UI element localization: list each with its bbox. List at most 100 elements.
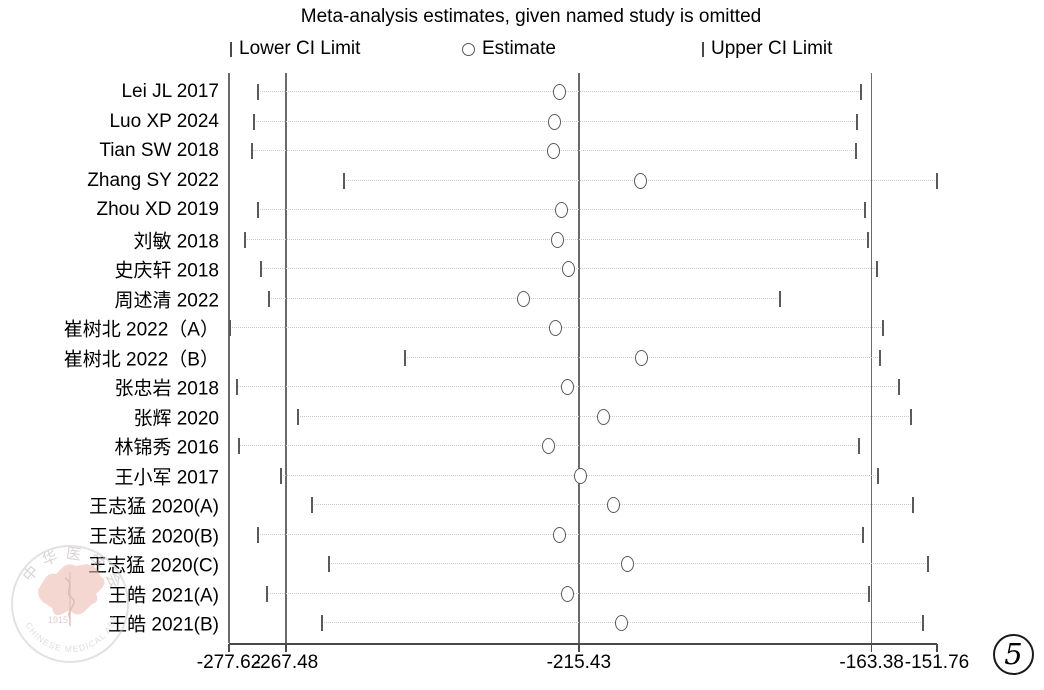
- study-label: 刘敏 2018: [133, 231, 219, 252]
- lower-ci-tick: [268, 290, 271, 307]
- estimate-marker: [548, 113, 562, 130]
- estimate-marker: [614, 615, 628, 631]
- study-label: 史庆轩 2018: [114, 260, 219, 282]
- upper-ci-tick: [861, 526, 864, 543]
- reference-line: [578, 73, 580, 643]
- upper-ci-tick: [921, 615, 924, 631]
- x-axis-tick: [578, 644, 580, 652]
- study-label: Zhang SY 2022: [87, 169, 219, 191]
- lower-ci-tick: [265, 585, 268, 602]
- study-label: 王小军 2017: [114, 467, 219, 488]
- lower-ci-tick: [328, 556, 331, 572]
- lower-ci-tick: [252, 113, 255, 130]
- lower-ci-tick-icon: [230, 41, 232, 57]
- legend-upper-label: Upper CI Limit: [711, 38, 833, 59]
- lower-ci-tick: [251, 143, 254, 159]
- upper-ci-tick: [855, 113, 858, 130]
- study-label: 张忠岩 2018: [114, 378, 219, 400]
- upper-ci-tick: [878, 349, 881, 366]
- x-axis-tick-label: -151.76: [904, 652, 970, 673]
- study-label: Tian SW 2018: [99, 140, 219, 161]
- figure-number: 5: [1004, 637, 1023, 671]
- x-axis-tick: [870, 644, 873, 652]
- upper-ci-tick-icon: [702, 41, 704, 57]
- lower-ci-tick: [260, 261, 263, 277]
- x-axis-tick-label: -267.48: [253, 652, 319, 673]
- study-label: Zhou XD 2019: [96, 199, 219, 220]
- upper-ci-tick: [778, 290, 781, 307]
- upper-ci-tick: [875, 261, 878, 277]
- legend-item-upper: Upper CI Limit: [702, 38, 832, 60]
- estimate-marker: [606, 497, 620, 513]
- estimate-marker: [561, 585, 575, 602]
- upper-ci-tick: [881, 320, 884, 336]
- estimate-circle-icon: [462, 42, 475, 56]
- upper-ci-tick: [867, 585, 870, 602]
- upper-ci-tick: [898, 379, 901, 395]
- upper-ci-tick: [926, 556, 929, 572]
- estimate-marker: [561, 379, 575, 395]
- estimate-marker: [552, 526, 566, 543]
- lower-ci-tick: [243, 231, 246, 248]
- figure-number-badge: 5: [993, 634, 1034, 675]
- x-axis-tick: [228, 644, 230, 652]
- legend-estimate-label: Estimate: [482, 38, 556, 59]
- estimate-marker: [550, 231, 564, 248]
- estimate-marker: [541, 438, 555, 454]
- lower-ci-tick: [235, 379, 238, 395]
- lower-ci-tick: [257, 84, 260, 100]
- study-label: 王皓 2021(B): [108, 614, 219, 636]
- study-label: Lei JL 2017: [121, 81, 219, 102]
- study-label: 王志猛 2020(C): [88, 555, 219, 577]
- estimate-marker: [554, 202, 568, 218]
- study-label: 崔树北 2022（A）: [63, 319, 219, 341]
- reference-line: [228, 73, 230, 643]
- legend-lower-label: Lower CI Limit: [239, 38, 361, 59]
- lower-ci-tick: [403, 349, 406, 366]
- figure-title: Meta-analysis estimates, given named stu…: [300, 6, 762, 27]
- estimate-marker: [621, 556, 635, 572]
- lower-ci-tick: [256, 526, 259, 543]
- estimate-marker: [552, 84, 566, 100]
- lower-ci-tick: [228, 320, 231, 336]
- reference-line: [285, 73, 287, 643]
- estimate-marker: [596, 408, 610, 425]
- estimate-marker: [549, 320, 563, 336]
- lower-ci-tick: [238, 438, 241, 454]
- lower-ci-tick: [296, 408, 299, 425]
- study-label: 崔树北 2022（B）: [63, 349, 219, 370]
- estimate-marker: [573, 467, 587, 484]
- estimate-marker: [517, 290, 531, 307]
- upper-ci-tick: [912, 497, 915, 513]
- upper-ci-tick: [858, 438, 861, 454]
- upper-ci-tick: [867, 231, 870, 248]
- upper-ci-tick: [877, 467, 880, 484]
- reference-line: [870, 73, 873, 643]
- lower-ci-tick: [342, 172, 345, 189]
- legend-item-lower: Lower CI Limit: [230, 38, 360, 60]
- x-axis-tick-label: -163.38: [839, 652, 904, 673]
- lower-ci-tick: [280, 467, 283, 484]
- upper-ci-tick: [854, 143, 857, 159]
- lower-ci-tick: [256, 202, 259, 218]
- x-axis-tick: [285, 644, 287, 652]
- estimate-marker: [562, 261, 576, 277]
- lower-ci-tick: [320, 615, 323, 631]
- estimate-marker: [634, 349, 648, 366]
- upper-ci-tick: [863, 202, 866, 218]
- estimate-marker: [547, 143, 561, 159]
- x-axis-tick: [936, 644, 938, 652]
- study-label: 王皓 2021(A): [108, 585, 219, 606]
- x-axis-tick-label: -215.43: [546, 652, 612, 673]
- study-label: 张辉 2020: [133, 408, 219, 429]
- study-label: 周述清 2022: [114, 290, 219, 311]
- study-label: 林锦秀 2016: [114, 437, 219, 459]
- upper-ci-tick: [935, 172, 938, 189]
- x-axis-tick-label: -277.62: [196, 652, 262, 673]
- x-axis-line: [229, 643, 937, 645]
- study-label: 王志猛 2020(A): [89, 496, 219, 518]
- lower-ci-tick: [311, 497, 314, 513]
- upper-ci-tick: [860, 84, 863, 100]
